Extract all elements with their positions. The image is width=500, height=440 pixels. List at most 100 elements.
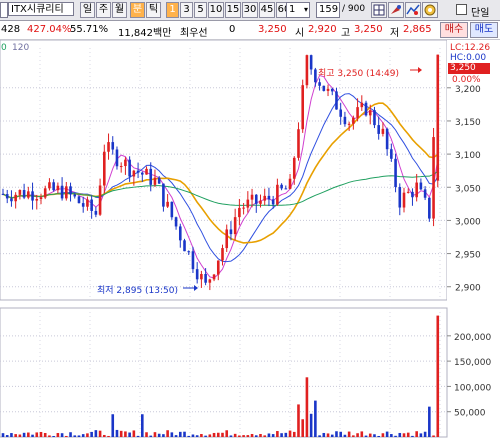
interval-15[interactable]: 15	[225, 2, 241, 18]
volume-bar	[390, 434, 393, 437]
stock-code-input[interactable]	[0, 2, 8, 18]
volume-bar	[170, 432, 174, 437]
candle-body	[195, 269, 199, 280]
low-annotation: 최저 2,895 (13:50)	[97, 286, 179, 296]
candle-body	[330, 88, 334, 92]
candle-body	[5, 194, 9, 199]
volume-bar	[406, 432, 410, 437]
volume-frame	[0, 307, 448, 438]
volume-bar	[187, 435, 191, 437]
volume-bar	[242, 435, 245, 437]
candle-body	[276, 184, 279, 205]
volume-bar	[238, 435, 241, 437]
sell-button[interactable]: 매도	[470, 22, 498, 38]
volume-bar	[314, 400, 317, 437]
price-tick-label: 3,050	[455, 184, 481, 194]
standalone-checkbox[interactable]	[456, 4, 467, 15]
volume-bar	[233, 433, 237, 437]
interval-30[interactable]: 30	[242, 2, 258, 18]
volume-bar	[347, 431, 351, 437]
candle-body	[428, 197, 431, 219]
indicator-icon[interactable]	[405, 2, 421, 18]
ma-left-label: 0	[1, 43, 7, 53]
volume-bar	[216, 432, 220, 437]
interval-3[interactable]: 3	[180, 2, 193, 18]
candle-body	[398, 187, 402, 208]
candle-body	[394, 158, 397, 188]
volume-bar	[259, 433, 262, 437]
candle-body	[339, 109, 342, 117]
candle-body	[335, 91, 338, 110]
volume-bar	[52, 435, 55, 437]
candle-body	[166, 201, 169, 207]
candle-body	[373, 110, 376, 126]
candle-body	[187, 251, 191, 253]
volume-bar	[77, 435, 81, 437]
candle-body	[280, 184, 283, 189]
ma-60-line	[2, 170, 439, 207]
volume-bar	[183, 431, 186, 437]
open-value: 2,920	[308, 24, 337, 35]
volume-bar	[81, 434, 85, 437]
axis-bg	[447, 40, 500, 440]
volume-bar	[288, 430, 292, 437]
quote-info-row: 428 427.04% 55.71% 11,842백만 최우선 0 3,250 …	[0, 21, 500, 40]
count-input[interactable]: 159	[316, 2, 340, 18]
candle-body	[318, 82, 321, 86]
candle-body	[212, 274, 216, 280]
interval-select-value: 1	[289, 4, 296, 15]
candle-body	[292, 157, 296, 179]
grid-icon[interactable]	[371, 2, 387, 18]
high-arrow-head	[418, 67, 422, 73]
volume-bar	[39, 431, 43, 437]
volume-tick-label: 200,000	[454, 333, 491, 343]
volume-bar	[94, 430, 98, 437]
interval-5[interactable]: 5	[194, 2, 207, 18]
interval-10[interactable]: 10	[208, 2, 224, 18]
volume-bar	[436, 315, 440, 437]
volume-bar	[128, 432, 131, 437]
volume-bar	[136, 435, 140, 437]
candle-body	[305, 55, 309, 86]
candle-body	[238, 207, 241, 218]
volume-bar	[115, 429, 119, 437]
candle-body	[254, 194, 258, 204]
candle-body	[52, 182, 55, 191]
candle-body	[10, 198, 13, 202]
candle-body	[284, 188, 288, 190]
settings-icon[interactable]	[422, 2, 438, 18]
candle-body	[208, 279, 212, 283]
candle-body	[128, 159, 131, 177]
candle-body	[157, 177, 161, 184]
tab-monthly[interactable]: 월	[112, 2, 127, 18]
volume-bar	[157, 433, 161, 437]
tab-minute[interactable]: 분	[130, 2, 145, 18]
volume-bar	[297, 404, 300, 437]
hc-label: HC:0.00	[450, 53, 487, 63]
candle-body	[1, 193, 5, 195]
price-tick-label: 3,000	[455, 217, 481, 227]
tab-daily[interactable]: 일	[80, 2, 95, 18]
open-label: 시	[295, 28, 305, 39]
candle-body	[65, 186, 68, 199]
interval-select[interactable]: 1 ▾	[286, 2, 310, 18]
info-rate: 427.04%	[27, 24, 72, 35]
candle-body	[259, 200, 262, 204]
tab-weekly[interactable]: 주	[96, 2, 111, 18]
candle-body	[107, 142, 110, 152]
volume-bar	[212, 432, 216, 437]
candle-body	[309, 55, 313, 70]
stock-name-field[interactable]: ITX시큐리티	[8, 2, 74, 16]
interval-45[interactable]: 45	[259, 2, 275, 18]
tab-tick[interactable]: 틱	[146, 2, 161, 18]
price-panel: 3,200 3,150 3,100 3,050 3,000 2,950 2,900	[0, 40, 500, 440]
candle-body	[271, 199, 275, 205]
low-label: 저	[390, 28, 400, 39]
tool-icon[interactable]	[388, 2, 404, 18]
buy-button[interactable]: 매수	[440, 22, 468, 38]
volume-bar	[419, 433, 423, 437]
candle-body	[48, 182, 51, 189]
volume-bar	[35, 432, 39, 437]
interval-1[interactable]: 1	[166, 2, 179, 18]
volume-bar	[86, 433, 89, 437]
